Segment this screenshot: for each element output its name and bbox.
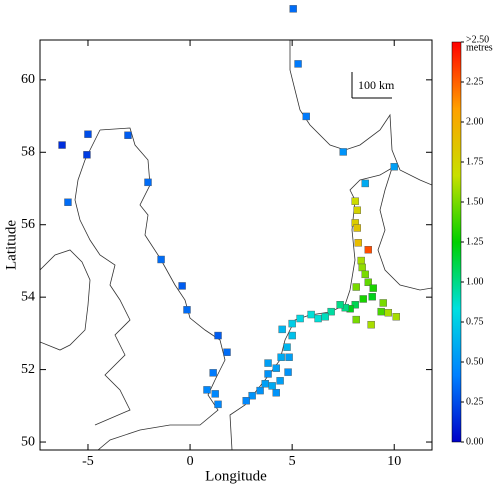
point [364, 246, 372, 254]
colorbar-tick-label: 1.75 [466, 156, 484, 167]
point [352, 315, 360, 324]
x-axis-label: Longitude [205, 468, 267, 484]
x-tick-label: 0 [187, 454, 194, 469]
point [203, 386, 211, 394]
point [284, 368, 292, 376]
y-tick-label: 50 [21, 434, 35, 449]
point [261, 380, 269, 388]
y-tick-label: 58 [21, 144, 35, 159]
ireland [40, 249, 91, 351]
point [285, 353, 293, 361]
point [384, 309, 393, 317]
point [361, 270, 369, 279]
colorbar-tick-label: 0.75 [466, 316, 484, 327]
point [294, 60, 302, 68]
colorbar-unit: metres [466, 42, 493, 53]
x-tick-label: 10 [387, 454, 401, 469]
point [353, 224, 361, 232]
point [124, 131, 132, 139]
y-tick-label: 54 [21, 289, 35, 304]
point [358, 263, 366, 272]
colorbar-tick-label: 1.25 [466, 236, 484, 247]
point [296, 314, 304, 323]
point [354, 239, 362, 247]
norway [289, 40, 432, 186]
point [327, 307, 335, 316]
point [272, 364, 280, 372]
point [367, 320, 375, 329]
x-tick-label: 5 [289, 454, 296, 469]
y-tick-label: 52 [21, 362, 35, 377]
point [248, 391, 256, 400]
point [392, 313, 400, 321]
point [361, 179, 369, 188]
point [357, 256, 365, 265]
point [283, 343, 291, 351]
point [256, 386, 264, 395]
point [272, 389, 280, 397]
point [242, 397, 250, 405]
point [314, 314, 322, 323]
plot-frame [39, 39, 433, 451]
point [377, 307, 385, 316]
point [352, 283, 360, 291]
point [178, 282, 186, 290]
point [302, 112, 310, 121]
colorbar-tick-label: 2.25 [466, 76, 484, 87]
colorbar-tick-label: 2.00 [466, 116, 484, 127]
colorbar-tick-label: 0.50 [466, 356, 484, 367]
great-britain [74, 127, 226, 450]
point [336, 301, 344, 309]
point [351, 197, 359, 205]
point [288, 319, 296, 328]
coastline [40, 40, 432, 450]
point [339, 148, 347, 156]
colorbar-tick-label: >2.50 [466, 34, 489, 45]
y-axis-label: Latitude [3, 220, 19, 270]
point [214, 400, 222, 409]
point [307, 310, 315, 319]
colorbar-tick-label: 0.00 [466, 436, 484, 447]
point [368, 293, 376, 301]
point [214, 331, 222, 340]
point [211, 390, 219, 398]
point [321, 313, 329, 321]
point [84, 130, 92, 138]
point [223, 348, 231, 356]
scale-label: 100 km [358, 78, 395, 92]
x-tick-label: -5 [82, 454, 94, 469]
point [264, 370, 272, 378]
colorbar [451, 41, 462, 443]
colorbar-tick-label: 1.50 [466, 196, 484, 207]
point [379, 299, 387, 307]
point [268, 382, 276, 390]
point [209, 369, 217, 377]
point [289, 5, 297, 13]
point [144, 178, 152, 187]
y-tick-label: 60 [21, 72, 35, 87]
point [83, 151, 91, 159]
point [264, 359, 272, 367]
point [157, 255, 165, 264]
point [369, 284, 377, 292]
point [58, 141, 66, 149]
point [351, 301, 359, 309]
point [353, 206, 361, 214]
point [278, 325, 286, 334]
point [64, 198, 72, 206]
point [276, 377, 284, 385]
point [364, 278, 372, 287]
point [359, 295, 367, 303]
colorbar-tick-label: 1.00 [466, 276, 484, 287]
point [183, 306, 191, 314]
y-tick-label: 56 [21, 217, 35, 232]
point [288, 331, 296, 340]
point [390, 163, 398, 171]
colorbar-tick-label: 0.25 [466, 396, 484, 407]
point [277, 353, 285, 361]
